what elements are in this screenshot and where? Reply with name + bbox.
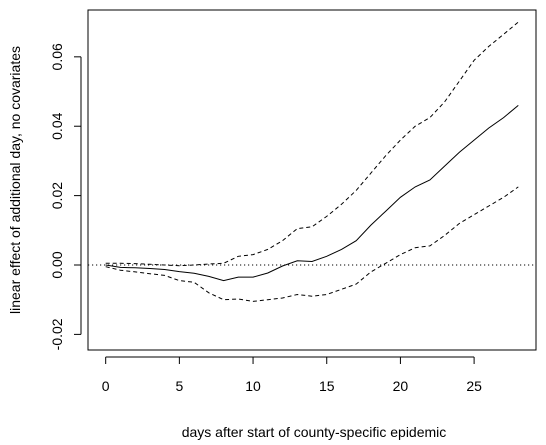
x-tick-label: 5 — [175, 378, 183, 394]
x-tick-label: 15 — [319, 378, 335, 394]
y-tick-label: 0.00 — [49, 251, 65, 278]
x-tick-label: 0 — [102, 378, 110, 394]
y-tick-label: -0.02 — [49, 318, 65, 350]
series-line-estimate — [105, 105, 519, 282]
x-axis: 0 5 10 15 20 25 — [102, 356, 482, 394]
y-axis: -0.02 0.00 0.02 0.04 0.06 — [49, 43, 82, 350]
y-tick-label: 0.06 — [49, 43, 65, 70]
x-tick-label: 10 — [245, 378, 261, 394]
x-tick-label: 20 — [393, 378, 409, 394]
y-axis-title: linear effect of additional day, no cova… — [7, 46, 23, 314]
series-line-upper-bound — [105, 21, 519, 267]
y-tick-label: 0.02 — [49, 182, 65, 209]
series-layer — [105, 21, 519, 302]
plot-frame — [87, 9, 537, 351]
x-tick-label: 25 — [466, 378, 482, 394]
series-line-lower-bound — [105, 186, 519, 302]
x-axis-title: days after start of county-specific epid… — [182, 424, 447, 440]
y-tick-label: 0.04 — [49, 112, 65, 139]
